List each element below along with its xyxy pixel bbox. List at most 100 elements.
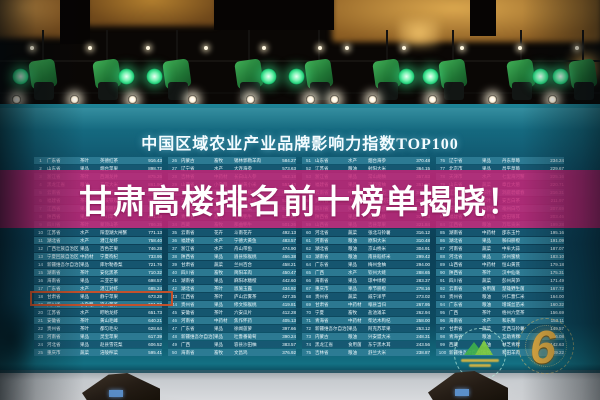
cell-score: 234.24 bbox=[550, 158, 564, 163]
cell-rank: 23 bbox=[37, 334, 43, 339]
small-ceiling-light bbox=[460, 46, 464, 50]
cell-category: 畜牧 bbox=[214, 158, 224, 163]
headline-text: 甘肃高楼排名前十榜单揭晓！ bbox=[79, 183, 521, 220]
table-row: 89 山西省 中药材 恒山黄芪 179.18 bbox=[436, 261, 564, 268]
cell-score: 606.52 bbox=[148, 342, 162, 347]
cell-category: 茶叶 bbox=[214, 294, 224, 299]
cell-category: 水产 bbox=[80, 310, 90, 315]
cell-rank: 76 bbox=[439, 158, 445, 163]
cell-category: 畜牧 bbox=[348, 310, 358, 315]
table-row: 85 湖南省 中药材 邵东玉竹 195.16 bbox=[436, 229, 564, 236]
cell-category: 果品 bbox=[80, 278, 90, 283]
white-rim-light bbox=[246, 95, 255, 104]
cell-category: 食用菌 bbox=[482, 286, 496, 291]
cell-rank: 100 bbox=[438, 350, 447, 355]
cell-rank: 24 bbox=[37, 342, 43, 347]
light-body bbox=[168, 82, 188, 100]
white-rim-light bbox=[330, 95, 339, 104]
table-row: 46 河南省 中药材 焦作怀药 405.13 bbox=[168, 317, 296, 324]
cell-province: 内蒙古 bbox=[315, 334, 329, 339]
cell-rank: 47 bbox=[171, 326, 177, 331]
cell-category: 粮油 bbox=[348, 350, 358, 355]
table-row: 40 四川省 畜牧 简阳羊肉 450.47 bbox=[168, 269, 296, 276]
table-row: 51 山东省 水产 烟台海参 370.48 bbox=[302, 157, 430, 164]
cell-province: 湖南省 bbox=[47, 270, 61, 275]
cell-province: 海南省 bbox=[449, 318, 463, 323]
cell-score: 243.56 bbox=[416, 342, 430, 347]
cell-score: 258.00 bbox=[416, 318, 430, 323]
cell-rank: 20 bbox=[37, 310, 43, 315]
cell-rank: 22 bbox=[37, 326, 43, 331]
cell-category: 畜牧 bbox=[214, 270, 224, 275]
cell-brand: 兴仁薏仁米 bbox=[502, 294, 525, 299]
cell-brand: 阿克苏苹果 bbox=[368, 326, 391, 331]
cell-category: 茶叶 bbox=[80, 158, 90, 163]
table-row: 14 新疆维吾尔自治区 果品 库尔勒香梨 721.76 bbox=[34, 261, 162, 268]
table-row: 74 黑龙江省 食用菌 东宁黑木耳 243.56 bbox=[302, 341, 430, 348]
anniversary-logo: 6 bbox=[516, 316, 576, 378]
cell-brand: 邵东玉竹 bbox=[502, 230, 521, 235]
cell-province: 海南省 bbox=[181, 350, 195, 355]
cell-brand: 深州蜜桃 bbox=[502, 254, 521, 259]
cell-score: 376.92 bbox=[282, 350, 296, 355]
cell-province: 广东省 bbox=[315, 262, 329, 267]
table-row: 13 宁夏回族自治区 中药材 宁夏枸杞 733.95 bbox=[34, 253, 162, 260]
cell-category: 中药材 bbox=[214, 318, 228, 323]
cell-rank: 61 bbox=[305, 238, 311, 243]
cell-province: 安徽省 bbox=[181, 310, 195, 315]
table-row: 50 海南省 畜牧 文昌鸡 376.92 bbox=[168, 349, 296, 356]
cell-province: 重庆市 bbox=[315, 286, 329, 291]
cell-score: 640.21 bbox=[148, 318, 162, 323]
cell-score: 617.39 bbox=[148, 334, 162, 339]
cell-rank: 95 bbox=[439, 310, 445, 315]
green-stage-light bbox=[492, 58, 552, 104]
cell-brand: 黄山毛峰 bbox=[100, 318, 119, 323]
cell-rank: 1 bbox=[39, 158, 42, 163]
table-row: 15 湖南省 茶叶 安化黑茶 710.32 bbox=[34, 269, 162, 276]
cell-rank: 50 bbox=[171, 350, 177, 355]
cell-province: 甘肃省 bbox=[315, 302, 329, 307]
cell-score: 458.21 bbox=[282, 262, 296, 267]
table-row: 66 海南省 果品 琼中绿橙 283.37 bbox=[302, 277, 430, 284]
cell-rank: 38 bbox=[171, 254, 177, 259]
cell-brand: 威宁洋芋 bbox=[368, 294, 387, 299]
cell-province: 云南省 bbox=[181, 230, 195, 235]
cell-category: 果品 bbox=[214, 254, 224, 259]
cell-rank: 39 bbox=[171, 262, 177, 267]
cell-province: 广西 bbox=[449, 310, 459, 315]
cell-province: 青海省 bbox=[315, 318, 329, 323]
cell-category: 果品 bbox=[80, 262, 90, 267]
cell-rank: 60 bbox=[305, 230, 311, 235]
cell-score: 278.16 bbox=[416, 286, 430, 291]
cell-category: 果品 bbox=[214, 326, 224, 331]
white-rim-light bbox=[488, 95, 497, 104]
cell-province: 山西省 bbox=[449, 262, 463, 267]
cell-category: 茶叶 bbox=[80, 326, 90, 331]
green-lens-icon bbox=[146, 68, 163, 85]
cell-score: 179.18 bbox=[550, 262, 564, 267]
cell-province: 湖南省 bbox=[449, 230, 463, 235]
cell-category: 茶叶 bbox=[482, 310, 492, 315]
table-row: 71 青海省 中药材 柴达木枸杞 258.00 bbox=[302, 317, 430, 324]
cell-brand: 都匀毛尖 bbox=[100, 326, 119, 331]
cell-category: 水产 bbox=[348, 158, 358, 163]
cell-rank: 40 bbox=[171, 270, 177, 275]
cell-province: 新疆维吾尔自治区 bbox=[47, 262, 80, 267]
cell-brand: 舟山带鱼 bbox=[234, 246, 253, 251]
table-row: 37 浙江省 水产 舟山带鱼 474.90 bbox=[168, 245, 296, 252]
cell-score: 434.92 bbox=[282, 286, 296, 291]
small-ceiling-light bbox=[518, 46, 522, 50]
cell-province: 贵州省 bbox=[315, 294, 329, 299]
cell-rank: 10 bbox=[37, 230, 43, 235]
table-row: 95 广西 茶叶 梧州六堡茶 156.69 bbox=[436, 309, 564, 316]
cell-brand: 丹东草莓 bbox=[502, 158, 521, 163]
cell-rank: 92 bbox=[439, 286, 445, 291]
green-lens-icon bbox=[398, 68, 415, 85]
cell-category: 茶叶 bbox=[80, 318, 90, 323]
cell-province: 河北省 bbox=[449, 254, 463, 259]
cell-score: 442.60 bbox=[282, 278, 296, 283]
cell-province: 山东省 bbox=[315, 158, 329, 163]
table-row: 16 海南省 果品 三亚芒果 698.57 bbox=[34, 277, 162, 284]
cell-category: 粮油 bbox=[482, 294, 492, 299]
table-row: 60 河北省 蔬菜 张北马铃薯 316.12 bbox=[302, 229, 430, 236]
